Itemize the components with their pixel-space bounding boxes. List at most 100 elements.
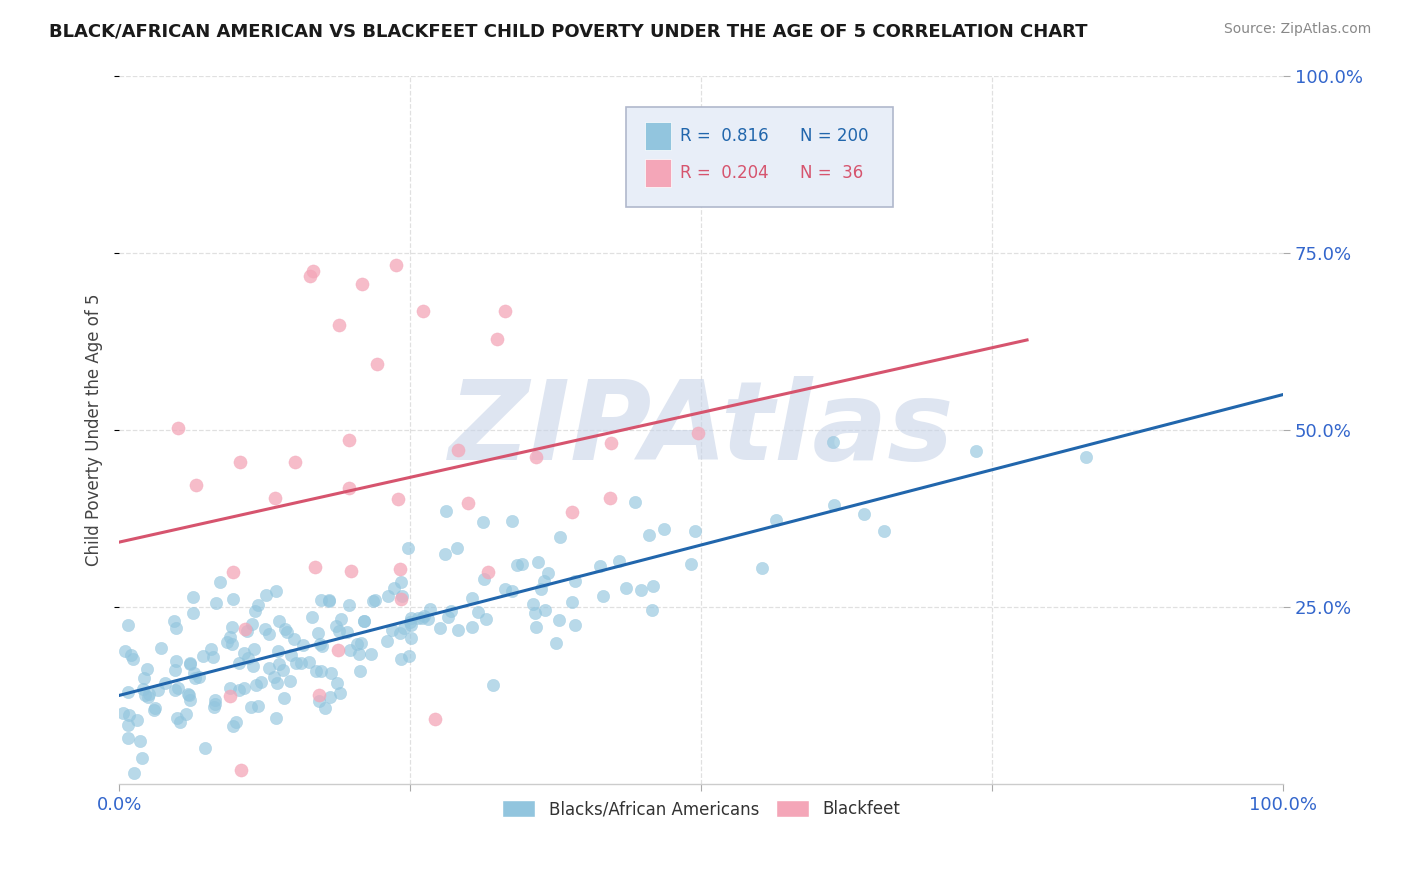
Point	[191, 648, 214, 663]
Point	[264, 584, 287, 599]
Point	[187, 670, 209, 684]
Point	[389, 652, 412, 666]
Point	[337, 434, 360, 448]
Point	[183, 665, 205, 680]
Point	[686, 426, 709, 441]
Point	[401, 617, 423, 632]
Point	[181, 607, 204, 621]
Point	[165, 663, 187, 677]
FancyBboxPatch shape	[645, 159, 671, 187]
Point	[353, 614, 375, 628]
Point	[524, 620, 547, 634]
Point	[219, 689, 242, 703]
Point	[423, 712, 446, 726]
Point	[305, 664, 328, 678]
Point	[624, 494, 647, 508]
Point	[352, 277, 374, 292]
Point	[440, 605, 463, 619]
Point	[267, 657, 290, 671]
Point	[309, 664, 332, 678]
Point	[222, 719, 245, 733]
Point	[346, 637, 368, 651]
Point	[129, 734, 152, 748]
Point	[765, 513, 787, 527]
Point	[382, 582, 405, 596]
Point	[564, 617, 586, 632]
Point	[429, 622, 451, 636]
Point	[614, 581, 637, 595]
Point	[209, 575, 232, 590]
Point	[340, 564, 363, 578]
Point	[204, 697, 226, 711]
Point	[184, 671, 207, 685]
Point	[308, 694, 330, 708]
Point	[273, 691, 295, 706]
Point	[446, 623, 468, 637]
Point	[347, 647, 370, 661]
Point	[266, 644, 288, 658]
Point	[485, 332, 508, 346]
Point	[233, 622, 256, 636]
Point	[179, 657, 201, 672]
Point	[143, 701, 166, 715]
Point	[263, 670, 285, 684]
Point	[328, 624, 350, 639]
Point	[607, 554, 630, 568]
Point	[506, 558, 529, 572]
Text: R =  0.204: R = 0.204	[681, 164, 769, 182]
Point	[391, 589, 413, 603]
Point	[150, 640, 173, 655]
Point	[561, 594, 583, 608]
Point	[291, 639, 314, 653]
Point	[599, 491, 621, 505]
Point	[112, 706, 135, 721]
Point	[436, 504, 458, 518]
Point	[375, 633, 398, 648]
Point	[163, 614, 186, 628]
Point	[328, 642, 350, 657]
Point	[481, 678, 503, 692]
Point	[533, 574, 555, 588]
Point	[326, 676, 349, 690]
Point	[561, 504, 583, 518]
Point	[221, 620, 243, 634]
Point	[548, 613, 571, 627]
Point	[243, 642, 266, 657]
Point	[298, 656, 321, 670]
Point	[267, 614, 290, 628]
Point	[266, 676, 288, 690]
Point	[446, 541, 468, 556]
Point	[381, 623, 404, 637]
Point	[679, 557, 702, 571]
Point	[329, 686, 352, 700]
Point	[284, 455, 307, 469]
Point	[325, 619, 347, 633]
Point	[307, 626, 329, 640]
Point	[522, 597, 544, 611]
Point	[330, 612, 353, 626]
Point	[240, 699, 263, 714]
Point	[494, 582, 516, 596]
Point	[165, 621, 187, 635]
Point	[524, 450, 547, 464]
Point	[413, 609, 436, 624]
Point	[398, 615, 420, 629]
Point	[263, 491, 285, 505]
Point	[194, 740, 217, 755]
Point	[118, 707, 141, 722]
Point	[592, 589, 614, 603]
Point	[361, 594, 384, 608]
Point	[337, 481, 360, 495]
Point	[264, 711, 287, 725]
Point	[218, 681, 240, 695]
Point	[257, 661, 280, 675]
Point	[228, 455, 250, 469]
Point	[204, 596, 226, 610]
Point	[309, 637, 332, 651]
Point	[377, 590, 399, 604]
Point	[389, 626, 412, 640]
Point	[284, 657, 307, 671]
Point	[319, 690, 342, 704]
Point	[823, 498, 845, 512]
Text: R =  0.816: R = 0.816	[681, 127, 769, 145]
